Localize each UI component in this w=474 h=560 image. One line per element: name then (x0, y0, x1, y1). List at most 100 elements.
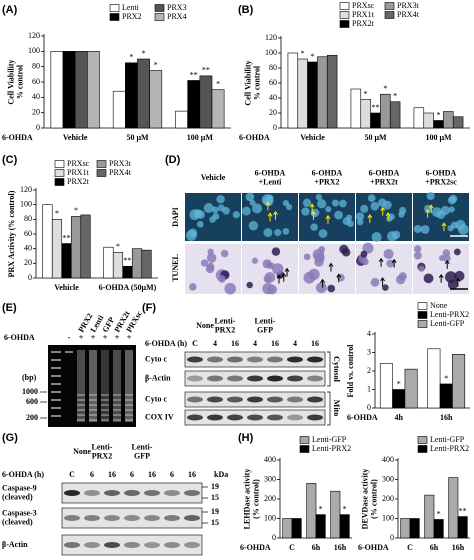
bar (291, 518, 302, 539)
time-value: 16 (108, 470, 116, 479)
y-tick-label: 20 (269, 108, 277, 117)
y-tick-label: 0 (367, 403, 371, 412)
blot-band (144, 542, 160, 548)
legend-label: PRX3t (397, 1, 420, 10)
y-tick-label: 60 (32, 77, 40, 86)
cell (220, 249, 229, 258)
legend-label: PRX1t (67, 168, 90, 177)
x-axis-label: 6-OHDA (2, 133, 33, 142)
panel-label: (E) (2, 302, 17, 314)
nucleus (248, 220, 259, 231)
cell (445, 271, 457, 283)
nucleus (203, 202, 214, 213)
cell (413, 251, 422, 260)
cell (386, 259, 395, 268)
y-label-group: PRX Activity (% control) (7, 190, 16, 277)
legend-label: Lenti (122, 3, 140, 12)
blot-band (124, 490, 140, 496)
bar (317, 56, 328, 129)
y-tick-label: 80 (32, 61, 40, 70)
arrow (367, 213, 373, 223)
time-value: 4 (253, 339, 257, 348)
cell (327, 284, 336, 293)
nucleus (315, 194, 323, 201)
blot-band (144, 515, 160, 521)
arrow (281, 272, 287, 282)
blot-strip (61, 534, 203, 556)
lane-level: + (127, 333, 132, 342)
legend-swatch (417, 311, 428, 319)
row-label: Caspase-9 (cleaved) (2, 483, 37, 501)
y-label-group: LEHDase activity(% control) (242, 469, 260, 530)
arrow (265, 201, 271, 211)
legend-swatch (54, 160, 65, 168)
bar (392, 389, 406, 409)
x-tick-label: Vehicle (54, 283, 79, 292)
significance-mark: * (383, 84, 387, 93)
cell (418, 265, 425, 272)
cell (370, 277, 380, 287)
blot-band (64, 542, 80, 548)
y-tick-label: 40 (24, 243, 32, 252)
lane-level: + (103, 333, 108, 342)
legend-label: Lenti-GFP (312, 435, 347, 444)
arrow (441, 222, 447, 232)
bar (370, 112, 381, 129)
panel-label: (H) (238, 432, 254, 444)
cell (189, 283, 197, 291)
significance-mark: * (142, 49, 146, 58)
x-tick-label: 6h (430, 543, 439, 552)
nucleus (317, 199, 327, 209)
row-label: DAPI (171, 207, 180, 227)
cell (264, 272, 276, 283)
time-value: 16 (311, 339, 319, 348)
y-tick-label: 80 (24, 214, 32, 223)
group-label: None (196, 321, 214, 330)
significance-mark: * (319, 504, 323, 513)
blot-band (247, 375, 263, 382)
nucleus (211, 206, 219, 214)
lane-level: + (91, 333, 96, 342)
significance-mark: * (437, 509, 441, 518)
cell (206, 262, 215, 271)
nucleus (325, 206, 332, 213)
nucleus (310, 208, 320, 218)
fraction-label: Mito (332, 400, 341, 416)
blot-band (64, 515, 80, 521)
time-value: 16 (231, 339, 239, 348)
legend-label: PRX3t (109, 159, 132, 168)
legend-swatch (339, 2, 350, 10)
significance-mark: * (301, 49, 305, 58)
size-unit: (bp) (22, 373, 37, 382)
panel-label: (A) (2, 4, 18, 16)
row-label: β-Actin (145, 373, 171, 382)
bar (379, 363, 393, 409)
x-axis-label: 6-OHDA (358, 543, 389, 552)
legend-label: Lenti-GFP (430, 435, 465, 444)
y-tick-label: 80 (269, 63, 277, 72)
arrow (336, 273, 342, 283)
legend-label: PRX1t (352, 10, 375, 19)
x-axis-label: 6-OHDA (240, 543, 271, 552)
arrow (328, 262, 334, 272)
y-tick-label: 3 (367, 347, 371, 356)
panel-label: (C) (2, 154, 18, 166)
cell (382, 284, 389, 291)
fraction-group: Cytosol (332, 356, 341, 383)
bar (330, 490, 341, 539)
bar (80, 214, 91, 279)
arrow (284, 267, 290, 277)
blot-band (227, 414, 243, 421)
y-tick-label: 20 (32, 107, 40, 116)
blot-band (84, 542, 100, 548)
nucleus (355, 212, 365, 221)
bar (433, 519, 444, 539)
arrow (273, 210, 278, 220)
bar (360, 99, 371, 129)
y-label-group: Fold vs. control (346, 344, 355, 398)
dna-smear (125, 350, 133, 422)
cell (362, 258, 369, 266)
time-value: 16 (188, 470, 196, 479)
blot-band (267, 375, 283, 382)
blot-band (164, 542, 180, 548)
